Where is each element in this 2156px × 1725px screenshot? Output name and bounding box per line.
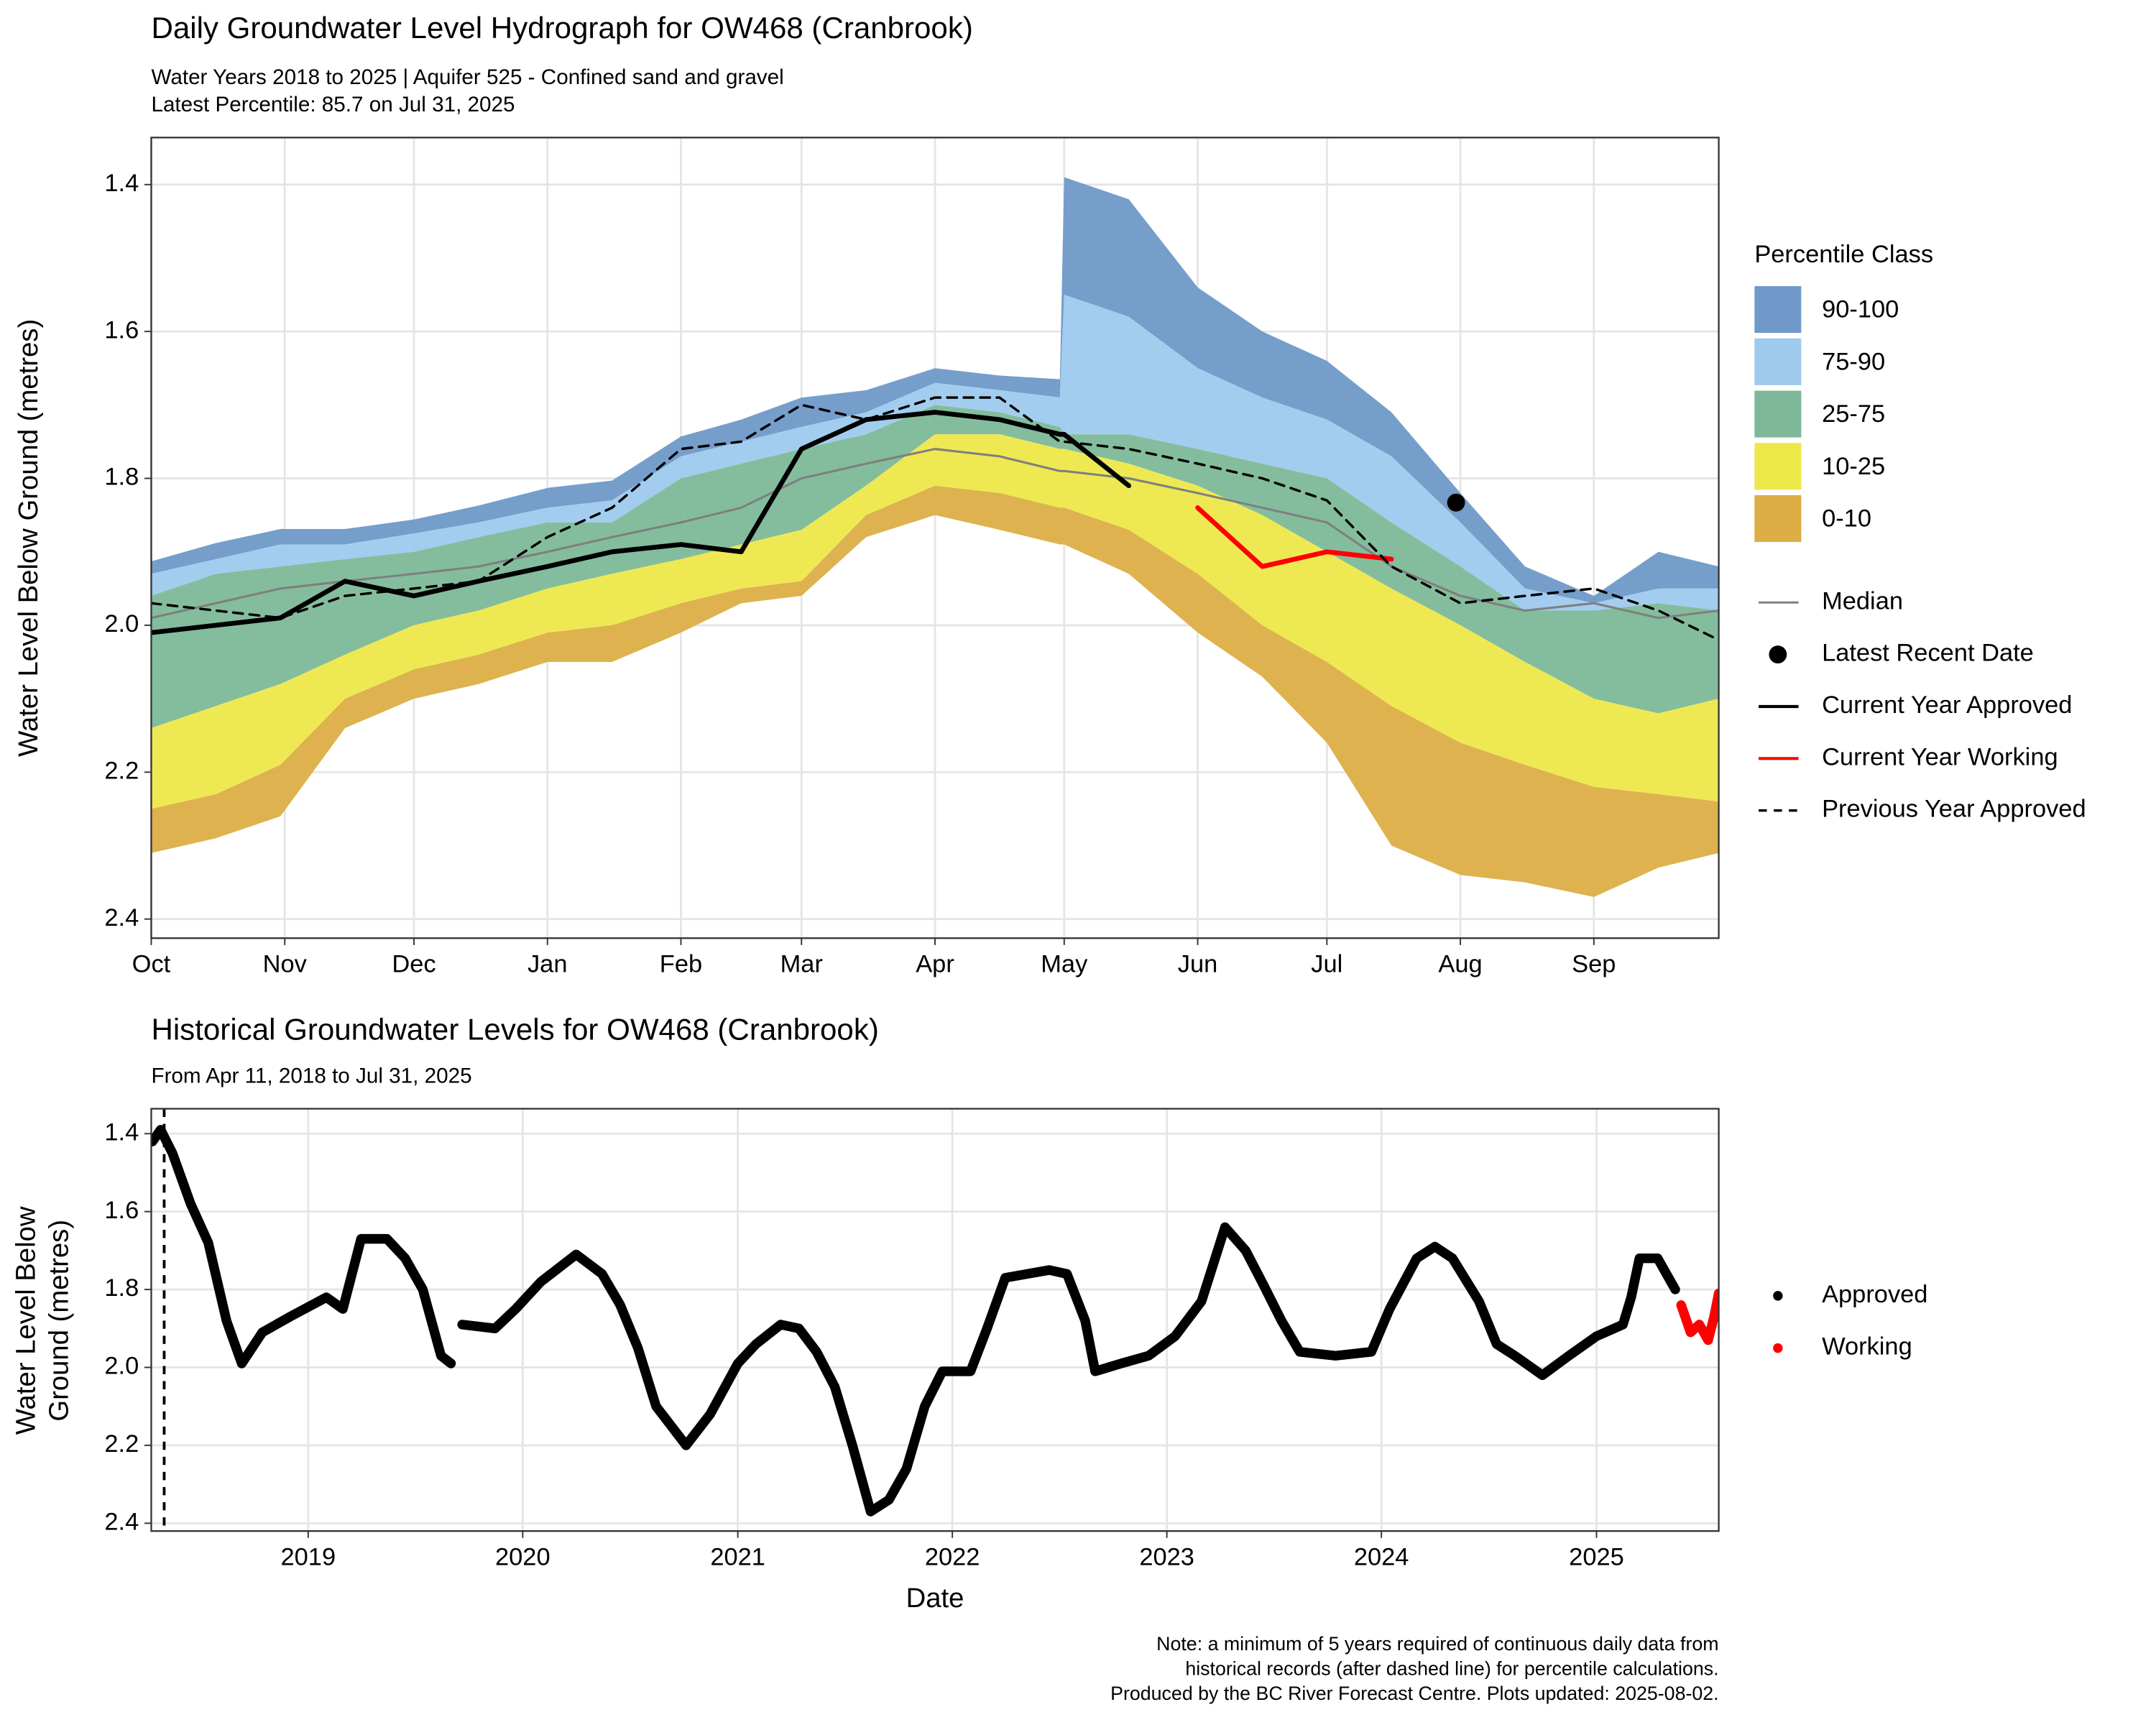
- legend-label: Approved: [1822, 1281, 1927, 1308]
- x-tick-label: Jun: [1178, 951, 1218, 978]
- x-tick-label: Dec: [392, 951, 436, 978]
- series-line: [151, 1125, 1680, 1517]
- x-tick-label: Mar: [780, 951, 823, 978]
- y-tick-label: 2.0: [104, 1353, 139, 1380]
- legend-label: Working: [1822, 1333, 1912, 1361]
- legend-swatch: [1754, 494, 1802, 543]
- legend-swatch: [1754, 443, 1802, 490]
- note: historical records (after dashed line) f…: [1185, 1658, 1718, 1680]
- legend-label: Current Year Approved: [1822, 691, 2072, 719]
- plot-background: [151, 1108, 1719, 1532]
- y-tick-label: 1.6: [104, 1197, 139, 1224]
- x-tick-label: Aug: [1438, 951, 1482, 978]
- chart-title: Daily Groundwater Level Hydrograph for O…: [151, 11, 972, 45]
- chart-subtitle: Latest Percentile: 85.7 on Jul 31, 2025: [151, 93, 515, 116]
- x-tick-label: 2023: [1139, 1544, 1194, 1571]
- x-tick-label: 2022: [925, 1544, 980, 1571]
- percentile-band: [151, 405, 1719, 728]
- x-tick-label: May: [1041, 951, 1088, 978]
- chart-subtitle: Water Years 2018 to 2025 | Aquifer 525 -…: [151, 65, 783, 89]
- percentile-band: [151, 485, 1719, 898]
- y-tick-label: 1.4: [104, 1118, 139, 1146]
- y-tick-label: 2.0: [104, 610, 139, 638]
- percentile-band: [151, 434, 1719, 809]
- legend-label: Median: [1822, 587, 1903, 615]
- legend-label: Previous Year Approved: [1822, 796, 2086, 823]
- x-axis-label: Date: [906, 1583, 964, 1614]
- x-tick-label: 2025: [1569, 1544, 1624, 1571]
- series-line: [151, 396, 1719, 642]
- legend-title: Percentile Class: [1754, 241, 1933, 268]
- x-tick-label: Jan: [528, 951, 568, 978]
- y-tick-label: 2.2: [104, 757, 139, 784]
- legend-label: Latest Recent Date: [1822, 640, 2034, 667]
- y-axis-label: Ground (metres): [43, 1220, 74, 1422]
- chart-title: Historical Groundwater Levels for OW468 …: [151, 1013, 878, 1046]
- plot-border: [150, 1108, 1720, 1532]
- series-line: [1676, 1288, 1719, 1346]
- series-line: [1195, 505, 1394, 569]
- y-tick-label: 1.8: [104, 1274, 139, 1302]
- y-tick-label: 1.8: [104, 464, 139, 491]
- x-tick-label: Nov: [263, 951, 308, 978]
- x-tick-label: 2019: [281, 1544, 336, 1571]
- x-tick-label: Feb: [660, 951, 702, 978]
- note: Produced by the BC River Forecast Centre…: [1110, 1683, 1718, 1704]
- series-line: [151, 410, 1132, 635]
- x-tick-label: Jul: [1311, 951, 1342, 978]
- legend-label: 0-10: [1822, 505, 1871, 533]
- y-tick-label: 2.2: [104, 1430, 139, 1458]
- y-axis-label: Water Level Below: [10, 1206, 41, 1435]
- chart-subtitle: From Apr 11, 2018 to Jul 31, 2025: [151, 1064, 471, 1087]
- series-line: [151, 448, 1719, 620]
- y-tick-label: 1.4: [104, 170, 139, 197]
- x-tick-label: 2020: [495, 1544, 550, 1571]
- y-tick-label: 2.4: [104, 904, 139, 932]
- plot-area: [151, 137, 1719, 939]
- x-tick-label: 2021: [710, 1544, 765, 1571]
- legend-label: 75-90: [1822, 348, 1885, 375]
- y-axis-label: Water Level Below Ground (metres): [13, 319, 44, 757]
- latest-point: [1447, 493, 1465, 512]
- legend-label: 90-100: [1822, 296, 1899, 323]
- note: Note: a minimum of 5 years required of c…: [1156, 1633, 1718, 1655]
- percentile-band: [151, 177, 1719, 604]
- x-tick-label: 2024: [1354, 1544, 1409, 1571]
- legend-swatch: [1754, 390, 1802, 438]
- y-tick-label: 1.6: [104, 316, 139, 344]
- legend-swatch: [1754, 338, 1802, 385]
- legend-label: Current Year Working: [1822, 743, 2058, 770]
- plot-border: [150, 137, 1720, 939]
- legend-label: 25-75: [1822, 400, 1885, 428]
- legend-point: [1773, 1343, 1783, 1353]
- legend-point: [1773, 1291, 1783, 1301]
- plot-area: [151, 1108, 1719, 1532]
- legend-label: 10-25: [1822, 453, 1885, 480]
- legend-point: [1769, 645, 1787, 664]
- x-tick-label: Sep: [1572, 951, 1616, 978]
- y-tick-label: 2.4: [104, 1508, 139, 1535]
- x-tick-label: Apr: [916, 951, 954, 978]
- x-tick-label: Oct: [132, 951, 171, 978]
- legend-swatch: [1754, 286, 1802, 334]
